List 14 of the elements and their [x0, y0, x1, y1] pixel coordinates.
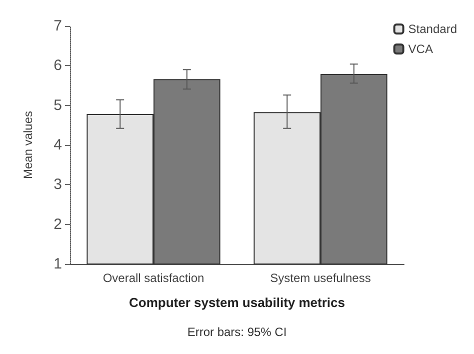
y-tick-label: 1 [54, 256, 62, 272]
x-tick-label: Overall satisfaction [102, 271, 204, 285]
y-tick-label: 3 [54, 176, 62, 194]
x-axis-title: Computer system usability metrics [128, 295, 346, 310]
y-tick-label: 7 [54, 18, 62, 34]
y-tick-label: 2 [54, 216, 62, 233]
x-tick-label: System usefulness [270, 271, 371, 285]
legend-label: VCA [408, 42, 433, 56]
text: Error bars: 95% CI [187, 325, 287, 339]
legend-label: Standard [408, 22, 457, 36]
y-tick-label: 6 [54, 57, 62, 74]
y-tick-label: 5 [54, 96, 62, 114]
y-axis-title: Mean values [21, 110, 35, 180]
y-tick-label: 4 [54, 136, 62, 154]
